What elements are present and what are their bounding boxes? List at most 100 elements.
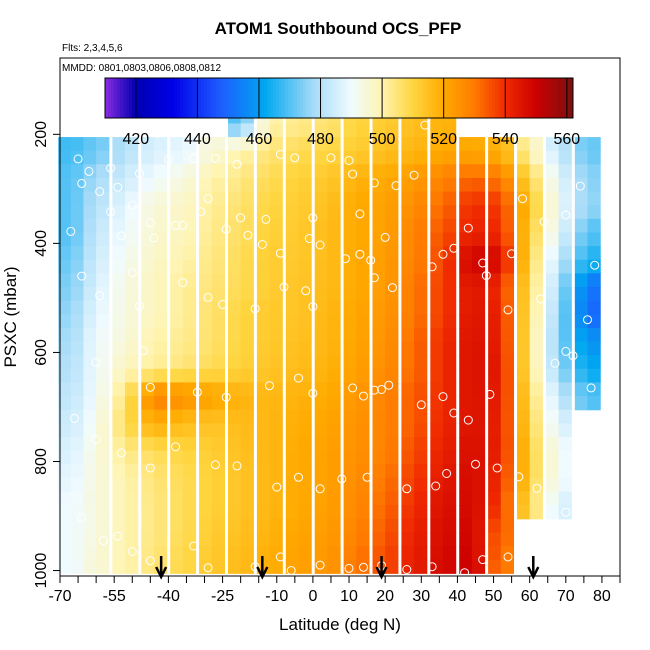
heatmap-cell [430,518,444,533]
heatmap-cell [488,450,502,465]
heatmap-cell [228,532,242,547]
heatmap-cell [83,477,97,493]
heatmap-cell [170,164,184,179]
heatmap-cell [228,137,242,152]
heatmap-cell [285,341,300,356]
heatmap-cell [240,436,254,452]
sample-point [355,209,365,219]
colorbar-segment [528,78,532,118]
heatmap-cell [211,368,225,384]
heatmap-cell [558,423,572,438]
heatmap-cell [574,191,589,206]
heatmap-cell [314,450,328,465]
colorbar-segment [405,78,409,118]
heatmap-cell [471,436,486,452]
colorbar-segment [471,78,475,118]
heatmap-cell [587,327,601,343]
heatmap-cell [401,450,415,465]
heatmap-cell [372,164,386,179]
heatmap-cell [385,436,399,452]
latitude-arrows [155,556,540,580]
heatmap-cell [112,559,126,574]
x-tick-label: 80 [593,588,611,605]
sample-point [294,373,303,383]
heatmap-cell [141,259,155,274]
colorbar-segment [120,78,124,118]
heatmap-cell [58,177,72,193]
heatmap-cell [298,123,312,138]
heatmap-cell [285,382,300,397]
heatmap-cell [545,218,560,234]
colorbar-segment [369,78,373,118]
heatmap-cell [141,191,155,206]
heatmap-cell [70,396,85,411]
heatmap-cell [517,396,531,411]
heatmap-cell [442,150,457,165]
sample-point [384,380,394,390]
heatmap-cell [269,436,283,452]
colorbar-frame [104,77,574,119]
heatmap-cell [459,327,473,343]
heatmap-cell [141,150,155,165]
heatmap-cell [558,327,572,343]
heatmap-cell [517,164,531,179]
colorbar-segment [264,78,268,118]
heatmap-cell [327,368,341,384]
heatmap-cell [314,382,328,397]
heatmap-cell [182,382,197,397]
colorbar-segment [321,78,325,118]
heatmap-cell [558,491,572,506]
heatmap-cell [414,273,428,288]
heatmap-cell [256,355,271,370]
heatmap-cell [58,232,72,247]
heatmap-cell [199,423,213,438]
sample-point [286,566,296,575]
sample-point [463,223,473,233]
colorbar-segment [156,78,160,118]
heatmap-cell [228,382,242,397]
heatmap-cell [488,559,502,574]
heatmap-cell [471,191,486,206]
sample-point [503,305,513,315]
heatmap-cell [500,218,515,234]
heatmap-cell [269,300,283,315]
heatmap-cell [269,218,283,234]
heatmap-cell [401,218,415,234]
heatmap-cell [228,123,242,138]
heatmap-cell [256,232,271,247]
heatmap-cell [529,436,543,452]
heatmap-cell [414,477,428,493]
heatmap-cell [83,436,97,452]
heatmap-cell [442,123,457,138]
sample-point [221,392,231,402]
colorbar-segment [513,78,517,118]
heatmap-cell [343,191,357,206]
colorbar-segment [447,78,451,118]
heatmap-cell [125,368,139,384]
sample-point [438,249,448,259]
heatmap-cell [269,259,283,274]
heatmap-cell [500,273,515,288]
colorbar-segment [357,78,361,118]
colorbar-segment [429,78,433,118]
colorbar-segment [198,78,202,118]
heatmap-cell [298,409,312,424]
heatmap-cell [442,205,457,220]
colorbar-segment [306,78,310,118]
sample-point [431,481,441,491]
heatmap-cell [240,546,254,561]
heatmap-cell [228,368,242,384]
sample-point [116,231,126,241]
heatmap-cell [228,300,242,315]
sample-point [210,153,220,163]
heatmap-cell [83,273,97,288]
heatmap-cell [141,532,155,547]
colorbar-segment [126,78,130,118]
heatmap-cell [401,464,415,479]
heatmap-cell [430,123,444,138]
heatmap-cell [414,464,428,479]
heatmap-cell [240,177,254,193]
colorbar-segment [117,78,121,118]
heatmap-cell [558,246,572,261]
y-tick-label: 1000 [33,553,50,589]
